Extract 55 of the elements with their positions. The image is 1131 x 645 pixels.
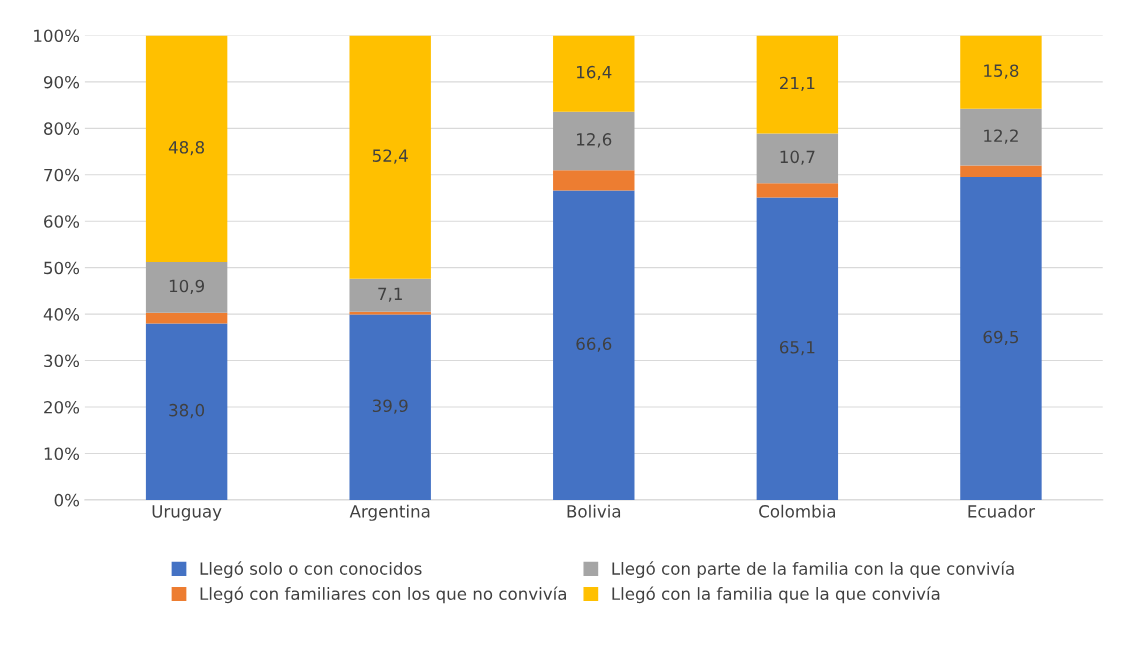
legend-label: Llegó con la familia que la que convivía	[612, 586, 940, 604]
data-label: 12,2	[984, 129, 1018, 144]
y-tick-label: 100%	[34, 29, 80, 43]
bar	[349, 278, 431, 312]
legend-label: Llegó solo o con conocidos	[200, 561, 422, 579]
x-tick-label: Bolivia	[567, 504, 621, 518]
data-label: 66,6	[576, 337, 612, 352]
bar	[756, 133, 839, 184]
data-label: 16,4	[577, 65, 612, 81]
y-tick-label: 40%	[43, 308, 80, 321]
y-tick-label: 30%	[44, 354, 80, 368]
x-tick-label: Colombia	[759, 504, 835, 518]
bar	[756, 35, 839, 134]
bar	[960, 177, 1042, 500]
data-label: 39,9	[372, 399, 408, 414]
bar	[960, 35, 1042, 109]
y-tick-label: 50%	[44, 261, 80, 275]
data-label: 15,8	[984, 64, 1019, 79]
bar	[553, 35, 635, 112]
bar	[756, 183, 839, 198]
y-tick-label: 0%	[54, 493, 80, 507]
data-label: 65,1	[779, 340, 815, 356]
data-label: 7,1	[378, 287, 402, 302]
data-label: 10,7	[780, 150, 815, 165]
data-label: 10,9	[169, 279, 204, 294]
bar	[553, 170, 635, 191]
x-tick-label: Argentina	[349, 504, 430, 521]
bar	[145, 262, 228, 313]
data-label: 69,5	[983, 330, 1019, 346]
data-label: 21,1	[780, 76, 815, 92]
x-tick-label: Uruguay	[152, 505, 222, 521]
x-tick-label: Ecuador	[968, 504, 1035, 518]
data-label: 38,0	[169, 403, 205, 419]
data-label: 52,4	[372, 149, 408, 164]
legend-label: Llegó con familiares con los que no convivía	[200, 586, 566, 604]
bar	[145, 323, 228, 500]
y-tick-label: 10%	[44, 447, 80, 460]
bar	[349, 311, 431, 315]
y-tick-label: 60%	[44, 215, 80, 228]
data-label: 48,8	[168, 141, 205, 156]
data-label: 12,6	[577, 133, 612, 148]
y-tick-label: 90%	[43, 75, 80, 89]
bar	[960, 165, 1042, 178]
y-tick-label: 20%	[44, 400, 80, 414]
bar	[553, 190, 635, 500]
bar	[756, 197, 839, 500]
bar	[349, 314, 431, 500]
y-tick-label: 80%	[44, 122, 80, 135]
bar	[145, 312, 228, 324]
bar	[349, 35, 431, 279]
bar	[553, 111, 635, 171]
y-tick-label: 70%	[44, 168, 80, 182]
legend-label: Llegó con parte de la familia con la que convivía	[612, 561, 1014, 579]
bar	[960, 108, 1042, 166]
bar	[145, 35, 228, 263]
